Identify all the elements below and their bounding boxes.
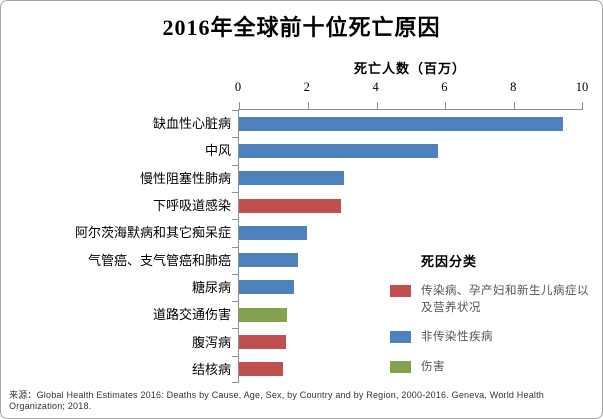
bar-row: [239, 192, 583, 219]
bar-row: [239, 219, 583, 246]
category-axis-tick-mark: [232, 328, 238, 330]
bar-row: [239, 356, 583, 383]
category-label: 结核病: [191, 361, 231, 377]
legend-swatch: [390, 285, 411, 297]
bar-ncd: [239, 225, 308, 240]
category-label: 慢性阻塞性肺病: [139, 170, 231, 186]
category-axis-tick-mark: [232, 355, 238, 357]
x-axis-tick-mark: [582, 102, 583, 109]
category-label: 缺血性心脏病: [152, 116, 231, 132]
bar-row: [239, 301, 583, 328]
legend-item-label: 伤害: [421, 361, 445, 374]
legend-item: 伤害: [390, 359, 595, 376]
legend-item: 传染病、孕产妇和新生儿病症以及营养状况: [390, 283, 595, 316]
bar-cmnn: [239, 335, 287, 350]
category-label-row: 缺血性心脏病: [1, 109, 231, 136]
category-label-row: 中风: [1, 136, 231, 163]
bar-row: [239, 137, 583, 164]
category-label-row: 结核病: [1, 355, 231, 382]
x-axis-tick-mark: [445, 102, 447, 109]
category-axis-labels: 缺血性心脏病中风慢性阻塞性肺病下呼吸道感染阿尔茨海默病和其它痴呆症气管癌、支气管…: [1, 109, 231, 382]
legend-swatch: [390, 361, 411, 374]
x-axis-tick-mark: [514, 102, 516, 109]
x-axis-tick-mark: [307, 102, 309, 109]
legend-title: 死因分类: [421, 254, 478, 269]
category-axis-tick-mark: [232, 191, 238, 193]
bar-row: [239, 274, 583, 301]
category-axis-tick-mark: [232, 301, 238, 303]
bar-ncd: [239, 253, 298, 268]
bar-row: [239, 110, 583, 137]
x-tick-label: 4: [372, 80, 379, 94]
legend-swatch: [390, 331, 411, 344]
bar-row: [239, 247, 583, 274]
x-tick-label: 8: [510, 80, 517, 94]
category-label-row: 腹泻病: [1, 327, 231, 354]
x-axis-title: 死亡人数（百万）: [353, 61, 466, 76]
bar-row: [239, 165, 583, 192]
legend-items: 传染病、孕产妇和新生儿病症以及营养状况非传染性疾病 伤害: [390, 283, 595, 376]
x-axis-tick-mark: [239, 102, 240, 109]
bar-cmnn: [239, 198, 341, 213]
bar-ncd: [239, 280, 294, 295]
category-label-row: 阿尔茨海默病和其它痴呆症: [1, 218, 231, 245]
category-label-row: 气管癌、支气管癌和肺癌: [1, 245, 231, 272]
bar-row: [239, 328, 583, 355]
category-label: 中风: [204, 143, 231, 159]
category-axis-tick-mark: [232, 137, 238, 139]
category-axis-tick-mark: [232, 246, 238, 248]
x-tick-label: 2: [303, 80, 310, 94]
category-axis-tick-mark: [232, 382, 238, 383]
category-axis-tick-mark: [232, 273, 238, 275]
bar-cmnn: [239, 362, 284, 377]
legend-item-label: 非传染性疾病: [421, 331, 493, 344]
bar-injury: [239, 307, 288, 322]
category-label-row: 慢性阻塞性肺病: [1, 164, 231, 191]
category-label-row: 下呼吸道感染: [1, 191, 231, 218]
x-axis-tick-mark: [376, 102, 378, 109]
category-label: 下呼吸道感染: [152, 198, 231, 214]
x-tick-label: 6: [441, 80, 448, 94]
category-label: 糖尿病: [191, 279, 231, 295]
category-label-row: 道路交通伤害: [1, 300, 231, 327]
x-tick-label: 10: [575, 80, 589, 94]
plot-area: [232, 102, 583, 383]
category-label: 阿尔茨海默病和其它痴呆症: [74, 225, 231, 241]
legend-item-label: 传染病、孕产妇和新生儿病症以及营养状况: [421, 285, 589, 314]
legend-item: 非传染性疾病: [390, 329, 595, 346]
bar-ncd: [239, 171, 344, 186]
bar-ncd: [239, 116, 564, 131]
category-label: 气管癌、支气管癌和肺癌: [87, 252, 231, 268]
category-axis-tick-mark: [232, 110, 238, 111]
x-tick-label: 0: [234, 80, 242, 94]
category-label: 道路交通伤害: [152, 307, 231, 323]
x-axis-tick-labels: 0 2 4 6 8 10: [234, 80, 588, 96]
chart-title: 2016年全球前十位死亡原因: [162, 15, 441, 40]
legend: 死因分类 传染病、孕产妇和新生儿病症以及营养状况非传染性疾病 伤害: [390, 251, 595, 389]
category-axis-tick-mark: [232, 219, 238, 221]
source-note: 来源：Global Health Estimates 2016: Deaths …: [9, 390, 545, 411]
bar-ncd: [239, 143, 438, 158]
category-label: 腹泻病: [191, 334, 231, 350]
category-axis-tick-mark: [232, 164, 238, 166]
category-label-row: 糖尿病: [1, 273, 231, 300]
